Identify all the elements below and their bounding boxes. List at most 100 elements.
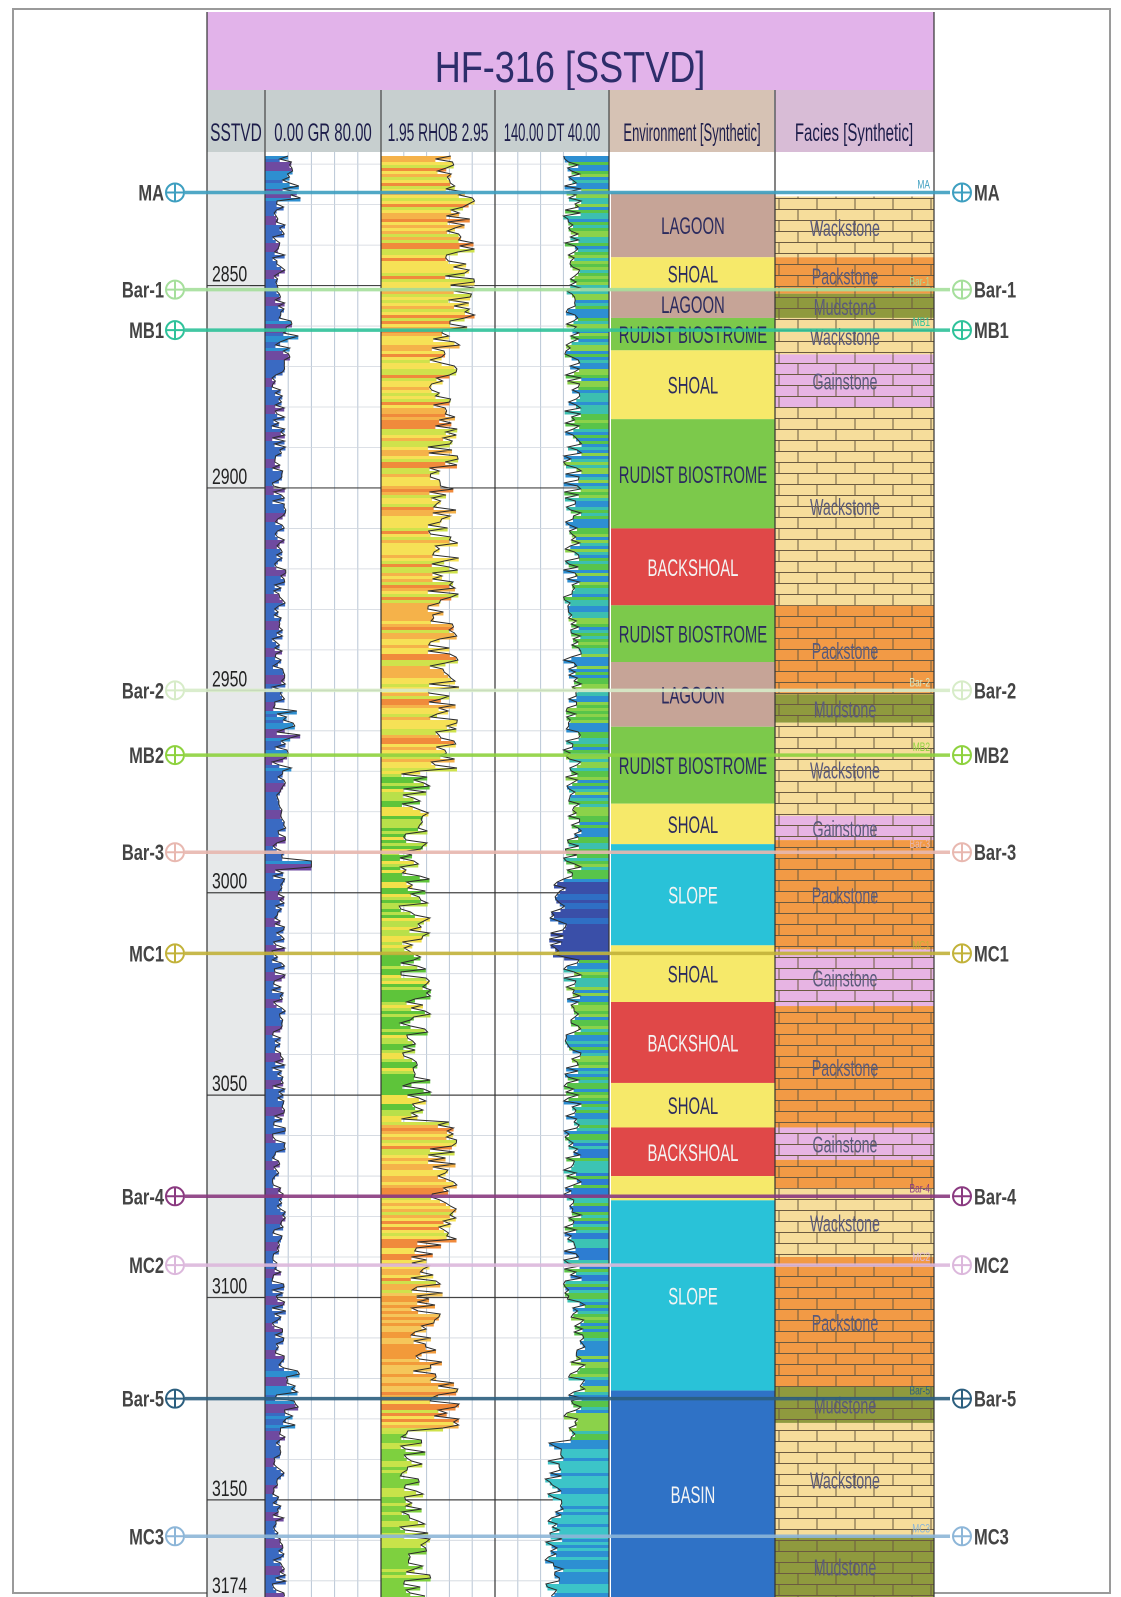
facies-label: Packstone — [812, 1312, 879, 1337]
facies-label: Packstone — [812, 1057, 879, 1082]
environment-header-bg — [609, 90, 774, 152]
facies-pattern — [775, 317, 934, 355]
depth-scale: 2850 2900 2950 3000 3050 3100 3150 3174 — [212, 263, 265, 1597]
environment-label: SLOPE — [668, 883, 718, 909]
marker-inline-label: Bar-4 — [909, 1183, 930, 1196]
marker-inline-label: MB2 — [913, 742, 930, 755]
facies-label: Wackstone — [810, 496, 880, 521]
facies-pattern — [775, 1536, 934, 1597]
environment-label: RUDIST BIOSTROME — [619, 323, 767, 349]
facies-label: Gainstone — [813, 370, 878, 395]
marker-inline-label: MC1 — [912, 940, 930, 953]
facies-column: Wackstone Packstone Mudstone Wackstone Gains… — [775, 152, 934, 1597]
title-bar — [207, 12, 934, 90]
rhob-track-header: 1.95 RHOB 2.95 — [388, 120, 489, 147]
depth-label: 3150 — [212, 1477, 247, 1501]
gr-line — [270, 155, 312, 1597]
marker-label-right: MC1 — [974, 942, 1009, 967]
marker-mc3: MC3 MC3 MC3 — [129, 1523, 1009, 1550]
environment-interval — [611, 1200, 775, 1391]
marker-inline-label: MB1 — [913, 317, 930, 330]
dt-track-header: 140.00 DT 40.00 — [504, 120, 601, 148]
marker-label-right: MC3 — [974, 1525, 1009, 1550]
environment-column: LAGOON SHOAL LAGOON RUDIST BIOSTROME SHOAL RU… — [611, 152, 775, 1597]
marker-mb1: MB1 MB1 MB1 — [129, 317, 1009, 344]
environment-interval — [611, 289, 775, 318]
marker-inline-label: MC3 — [912, 1523, 930, 1536]
environment-interval — [611, 350, 775, 420]
marker-label-left: Bar-1 — [122, 278, 164, 303]
marker-label-right: Bar-5 — [974, 1387, 1016, 1412]
marker-label-left: MC3 — [129, 1525, 164, 1550]
facies-pattern — [775, 1188, 934, 1257]
marker-label-left: Bar-3 — [122, 841, 164, 866]
facies-header-bg — [775, 90, 934, 152]
facies-label: Mudstone — [814, 1556, 877, 1581]
environment-interval — [611, 844, 775, 946]
facies-pattern — [775, 1159, 934, 1189]
dt-curve — [543, 155, 609, 1597]
environment-label: BASIN — [671, 1482, 716, 1508]
facies-label: Packstone — [812, 885, 879, 910]
environment-track-header: Environment [Synthetic] — [623, 120, 760, 148]
marker-inline-label: Bar-3 — [909, 839, 930, 852]
depth-track-header: SSTVD — [210, 119, 262, 147]
header-dividers — [264, 90, 776, 152]
environment-label: SHOAL — [668, 262, 718, 288]
marker-bar-1: Bar-1 Bar-1 Bar-1 — [122, 276, 1017, 303]
environment-label: BACKSHOAL — [648, 555, 739, 581]
marker-bar-5: Bar-5 Bar-5 Bar-5 — [122, 1385, 1017, 1412]
environment-interval — [611, 528, 775, 606]
facies-label: Mudstone — [814, 698, 877, 723]
marker-label-right: Bar-4 — [974, 1185, 1016, 1210]
marker-bar-4: Bar-4 Bar-4 Bar-4 — [122, 1183, 1017, 1210]
gr-track-header: 0.00 GR 80.00 — [274, 119, 372, 147]
facies-pattern — [775, 605, 934, 695]
environment-interval — [611, 1002, 775, 1083]
rhob-curve — [381, 155, 477, 1597]
depth-label: 3100 — [212, 1275, 247, 1299]
environment-label: LAGOON — [661, 683, 725, 709]
environment-interval — [611, 726, 775, 804]
depth-label: 2850 — [212, 263, 247, 287]
depth-label: 2900 — [212, 466, 247, 490]
depth-label: 3000 — [212, 870, 247, 894]
facies-pattern — [775, 815, 934, 841]
facies-label: Wackstone — [810, 759, 880, 784]
environment-label: BACKSHOAL — [648, 1140, 739, 1166]
facies-label: Gainstone — [813, 967, 878, 992]
facies-label: Wackstone — [810, 1212, 880, 1237]
marker-inline-label: MA — [917, 179, 930, 192]
rhob-line — [398, 155, 477, 1597]
marker-label-right: Bar-2 — [974, 679, 1016, 704]
depth-label: 2950 — [212, 668, 247, 692]
facies-pattern — [775, 694, 934, 723]
facies-pattern — [775, 1257, 934, 1387]
marker-mc1: MC1 MC1 MC1 — [129, 940, 1009, 967]
marker-bar-3: Bar-3 Bar-3 Bar-3 — [122, 839, 1017, 866]
depth-label: 3174 — [212, 1575, 248, 1597]
facies-pattern — [775, 293, 934, 318]
marker-label-right: MA — [974, 181, 1000, 206]
marker-label-left: MC2 — [129, 1254, 164, 1279]
marker-label-left: MC1 — [129, 942, 164, 967]
environment-label: SHOAL — [668, 1094, 718, 1120]
environment-interval — [611, 1082, 775, 1128]
environment-interval — [611, 1390, 775, 1597]
facies-label: Wackstone — [810, 1469, 880, 1494]
marker-label-right: MC2 — [974, 1254, 1009, 1279]
facies-pattern — [775, 257, 934, 294]
marker-label-right: MB1 — [974, 319, 1009, 344]
environment-interval — [611, 803, 775, 845]
environment-interval — [611, 605, 775, 662]
facies-track-header: Facies [Synthetic] — [795, 119, 913, 147]
facies-pattern — [775, 354, 934, 407]
marker-label-right: Bar-1 — [974, 278, 1016, 303]
facies-pattern — [775, 1127, 934, 1160]
environment-label: BACKSHOAL — [648, 1031, 739, 1057]
environment-label: LAGOON — [661, 213, 725, 239]
facies-pattern — [775, 840, 934, 950]
environment-label: SHOAL — [668, 373, 718, 399]
